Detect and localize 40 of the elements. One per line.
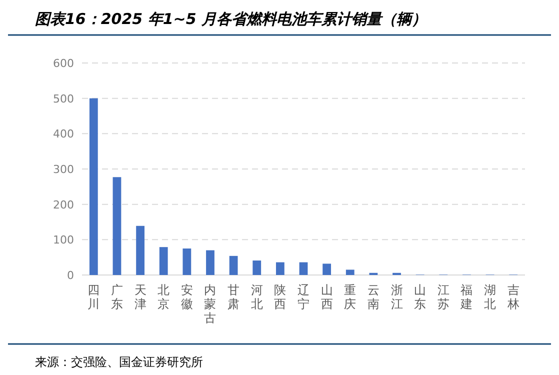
y-tick-label: 500 (53, 92, 74, 106)
x-tick-label: 安徽 (180, 283, 193, 311)
bar (136, 226, 144, 275)
bar (89, 98, 98, 275)
x-tick-label: 甘肃 (228, 283, 240, 311)
y-tick-label: 0 (67, 269, 74, 282)
x-tick-label: 河北 (250, 283, 263, 311)
y-tick-label: 400 (53, 128, 74, 141)
x-tick-label: 内蒙古 (204, 283, 216, 325)
source-note: 来源：交强险、国金证券研究所 (35, 355, 203, 369)
bar (206, 250, 214, 275)
x-tick-label: 广东 (110, 283, 123, 311)
x-tick-label: 福建 (460, 283, 473, 311)
bar (112, 177, 122, 275)
bar (346, 270, 354, 275)
x-tick-label: 浙江 (390, 283, 403, 311)
x-tick-label: 云南 (367, 283, 380, 311)
y-tick-label: 100 (53, 234, 74, 247)
y-tick-label: 200 (53, 198, 74, 212)
bar (299, 262, 308, 275)
x-tick-label: 四川 (88, 283, 100, 311)
x-tick-label: 重庆 (344, 283, 356, 311)
x-tick-label: 吉林 (506, 283, 520, 311)
y-tick-label: 600 (53, 57, 74, 70)
x-tick-label: 辽宁 (298, 283, 310, 311)
x-tick-label: 江苏 (437, 283, 450, 311)
x-tick-label: 天津 (134, 283, 146, 311)
bar (276, 262, 284, 275)
bar (252, 260, 262, 275)
bar (229, 256, 238, 275)
bar (159, 247, 168, 275)
x-tick-label: 湖北 (484, 283, 496, 311)
x-tick-label: 山东 (414, 283, 426, 311)
x-tick-label: 北京 (158, 283, 170, 311)
bar (182, 248, 192, 275)
y-tick-label: 300 (53, 163, 74, 176)
x-tick-label: 陕西 (274, 283, 286, 311)
chart-title: 图表16：2025 年1~5 月各省燃料电池车累计销量（辆） (35, 10, 427, 28)
x-tick-label: 山西 (320, 283, 333, 311)
bar (322, 264, 332, 275)
